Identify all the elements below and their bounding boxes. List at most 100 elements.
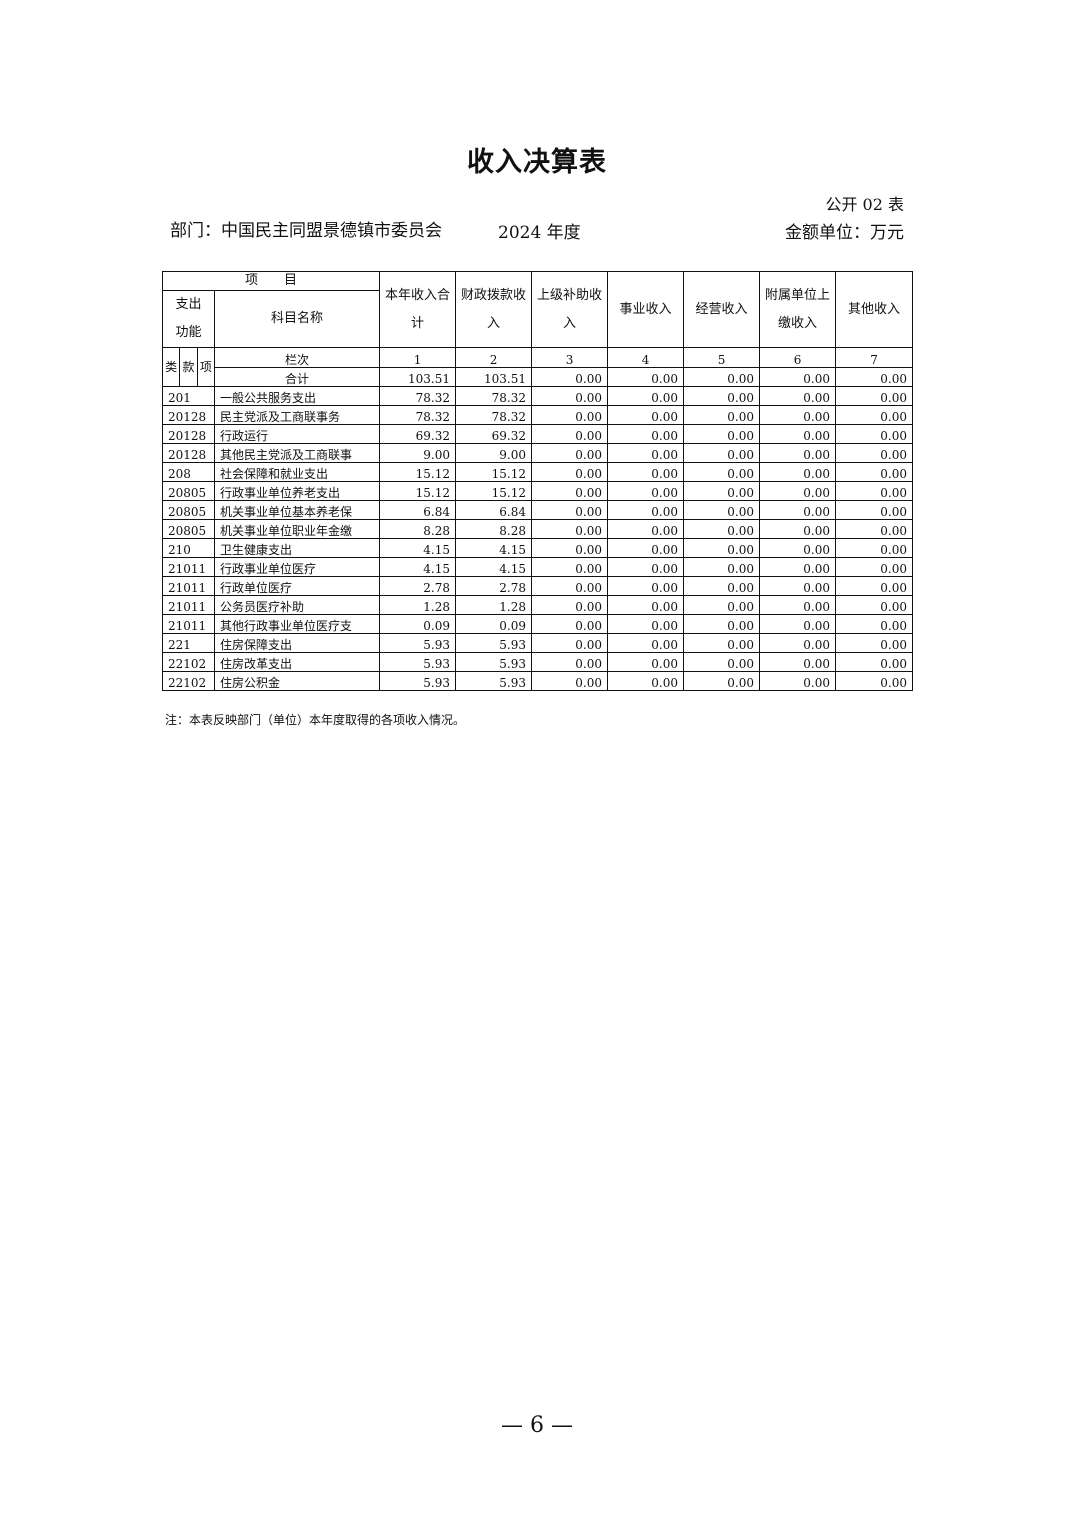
amount-cell: 0.00 bbox=[531, 500, 609, 520]
subject-code: 20128 bbox=[162, 443, 215, 463]
year: 2024 年度 bbox=[498, 223, 581, 243]
amount-cell: 0.00 bbox=[683, 481, 761, 501]
amount-cell: 0.00 bbox=[683, 519, 761, 539]
header-function-class: 支出功能 bbox=[162, 290, 215, 348]
amount-cell: 0.00 bbox=[607, 633, 685, 653]
amount-cell: 0.00 bbox=[531, 386, 609, 406]
subject-code: 21011 bbox=[162, 576, 215, 596]
amount-cell: 0.00 bbox=[835, 443, 914, 463]
subject-name: 一般公共服务支出 bbox=[213, 386, 381, 406]
amount-cell: 0.00 bbox=[759, 405, 837, 425]
subject-code: 22102 bbox=[162, 671, 215, 691]
amount-cell: 0.00 bbox=[835, 500, 914, 520]
header-col: 其他收入 bbox=[835, 271, 914, 348]
amount-cell: 78.32 bbox=[455, 386, 533, 406]
amount-cell: 0.00 bbox=[607, 538, 685, 558]
amount-cell: 0.00 bbox=[607, 595, 685, 615]
amount-cell: 0.00 bbox=[759, 443, 837, 463]
subject-name: 行政运行 bbox=[213, 424, 381, 444]
column-number: 2 bbox=[455, 347, 533, 368]
amount-cell: 5.93 bbox=[379, 652, 457, 672]
total-label: 合计 bbox=[213, 366, 381, 387]
subject-name: 机关事业单位职业年金缴 bbox=[213, 519, 381, 539]
table-note: 注：本表反映部门（单位）本年度取得的各项收入情况。 bbox=[165, 713, 466, 727]
subject-code: 20805 bbox=[162, 500, 215, 520]
amount-cell: 0.00 bbox=[607, 481, 685, 501]
subject-name: 其他行政事业单位医疗支 bbox=[213, 614, 381, 634]
header-sub-levels: 类 款 项 bbox=[162, 347, 215, 387]
subject-code: 21011 bbox=[162, 614, 215, 634]
amount-cell: 0.00 bbox=[607, 576, 685, 596]
total-value: 0.00 bbox=[759, 366, 837, 387]
amount-cell: 0.00 bbox=[835, 519, 914, 539]
column-number: 7 bbox=[835, 347, 914, 368]
amount-cell: 0.00 bbox=[607, 500, 685, 520]
amount-cell: 15.12 bbox=[379, 462, 457, 482]
amount-cell: 69.32 bbox=[455, 424, 533, 444]
total-value: 0.00 bbox=[607, 366, 685, 387]
amount-cell: 0.09 bbox=[379, 614, 457, 634]
amount-cell: 0.00 bbox=[759, 595, 837, 615]
amount-cell: 0.00 bbox=[683, 614, 761, 634]
table-row: 20128 其他民主党派及工商联事 9.00 9.00 0.00 0.00 0.00 0.00… bbox=[162, 443, 914, 463]
table-row: 210 卫生健康支出 4.15 4.15 0.00 0.00 0.00 0.00 0.00 bbox=[162, 538, 914, 558]
subject-code: 208 bbox=[162, 462, 215, 482]
subject-code: 20805 bbox=[162, 519, 215, 539]
amount-cell: 4.15 bbox=[455, 538, 533, 558]
department: 部门：中国民主同盟景德镇市委员会 bbox=[170, 221, 442, 241]
amount-cell: 0.00 bbox=[531, 614, 609, 634]
amount-cell: 1.28 bbox=[455, 595, 533, 615]
table-row: 22102 住房公积金 5.93 5.93 0.00 0.00 0.00 0.00 0.00 bbox=[162, 671, 914, 691]
amount-cell: 0.00 bbox=[759, 614, 837, 634]
amount-cell: 15.12 bbox=[455, 462, 533, 482]
amount-cell: 0.00 bbox=[759, 519, 837, 539]
amount-cell: 0.00 bbox=[607, 614, 685, 634]
table-row: 21011 其他行政事业单位医疗支 0.09 0.09 0.00 0.00 0.00 0.00… bbox=[162, 614, 914, 634]
table-row: 20805 机关事业单位职业年金缴 8.28 8.28 0.00 0.00 0.00 0.00… bbox=[162, 519, 914, 539]
column-number: 4 bbox=[607, 347, 685, 368]
header-subject-name: 科目名称 bbox=[213, 290, 381, 348]
amount-cell: 0.00 bbox=[835, 671, 914, 691]
header-col: 本年收入合计 bbox=[379, 271, 457, 348]
page-title: 收入决算表 bbox=[467, 147, 607, 178]
amount-cell: 0.00 bbox=[607, 519, 685, 539]
subject-name: 社会保障和就业支出 bbox=[213, 462, 381, 482]
amount-cell: 8.28 bbox=[379, 519, 457, 539]
amount-cell: 0.00 bbox=[759, 576, 837, 596]
amount-cell: 0.00 bbox=[607, 462, 685, 482]
amount-cell: 0.00 bbox=[683, 405, 761, 425]
subject-name: 住房公积金 bbox=[213, 671, 381, 691]
subject-code: 221 bbox=[162, 633, 215, 653]
amount-cell: 0.00 bbox=[531, 519, 609, 539]
amount-cell: 0.00 bbox=[531, 538, 609, 558]
amount-cell: 15.12 bbox=[379, 481, 457, 501]
amount-cell: 0.00 bbox=[683, 500, 761, 520]
amount-cell: 0.00 bbox=[835, 538, 914, 558]
amount-cell: 0.00 bbox=[531, 424, 609, 444]
header-level: 款 bbox=[180, 348, 198, 386]
header-level: 项 bbox=[199, 360, 212, 374]
subject-code: 210 bbox=[162, 538, 215, 558]
table-row: 20128 民主党派及工商联事务 78.32 78.32 0.00 0.00 0.00 0.0… bbox=[162, 405, 914, 425]
table-row: 20128 行政运行 69.32 69.32 0.00 0.00 0.00 0.00 0.00 bbox=[162, 424, 914, 444]
header-level: 类 bbox=[164, 348, 181, 386]
amount-cell: 0.00 bbox=[759, 557, 837, 577]
column-number: 1 bbox=[379, 347, 457, 368]
amount-cell: 0.00 bbox=[683, 462, 761, 482]
amount-cell: 0.00 bbox=[683, 386, 761, 406]
column-row-label: 栏次 bbox=[213, 347, 381, 368]
amount-cell: 0.00 bbox=[531, 405, 609, 425]
table-row: 208 社会保障和就业支出 15.12 15.12 0.00 0.00 0.00 0.00 0.… bbox=[162, 462, 914, 482]
subject-code: 201 bbox=[162, 386, 215, 406]
amount-cell: 0.00 bbox=[759, 671, 837, 691]
page-number: — 6 — bbox=[501, 1413, 573, 1438]
amount-cell: 0.00 bbox=[683, 671, 761, 691]
subject-name: 卫生健康支出 bbox=[213, 538, 381, 558]
amount-cell: 0.00 bbox=[607, 424, 685, 444]
amount-cell: 6.84 bbox=[455, 500, 533, 520]
total-value: 0.00 bbox=[531, 366, 609, 387]
amount-cell: 5.93 bbox=[455, 633, 533, 653]
amount-cell: 0.00 bbox=[759, 386, 837, 406]
total-value: 103.51 bbox=[379, 366, 457, 387]
amount-cell: 9.00 bbox=[379, 443, 457, 463]
